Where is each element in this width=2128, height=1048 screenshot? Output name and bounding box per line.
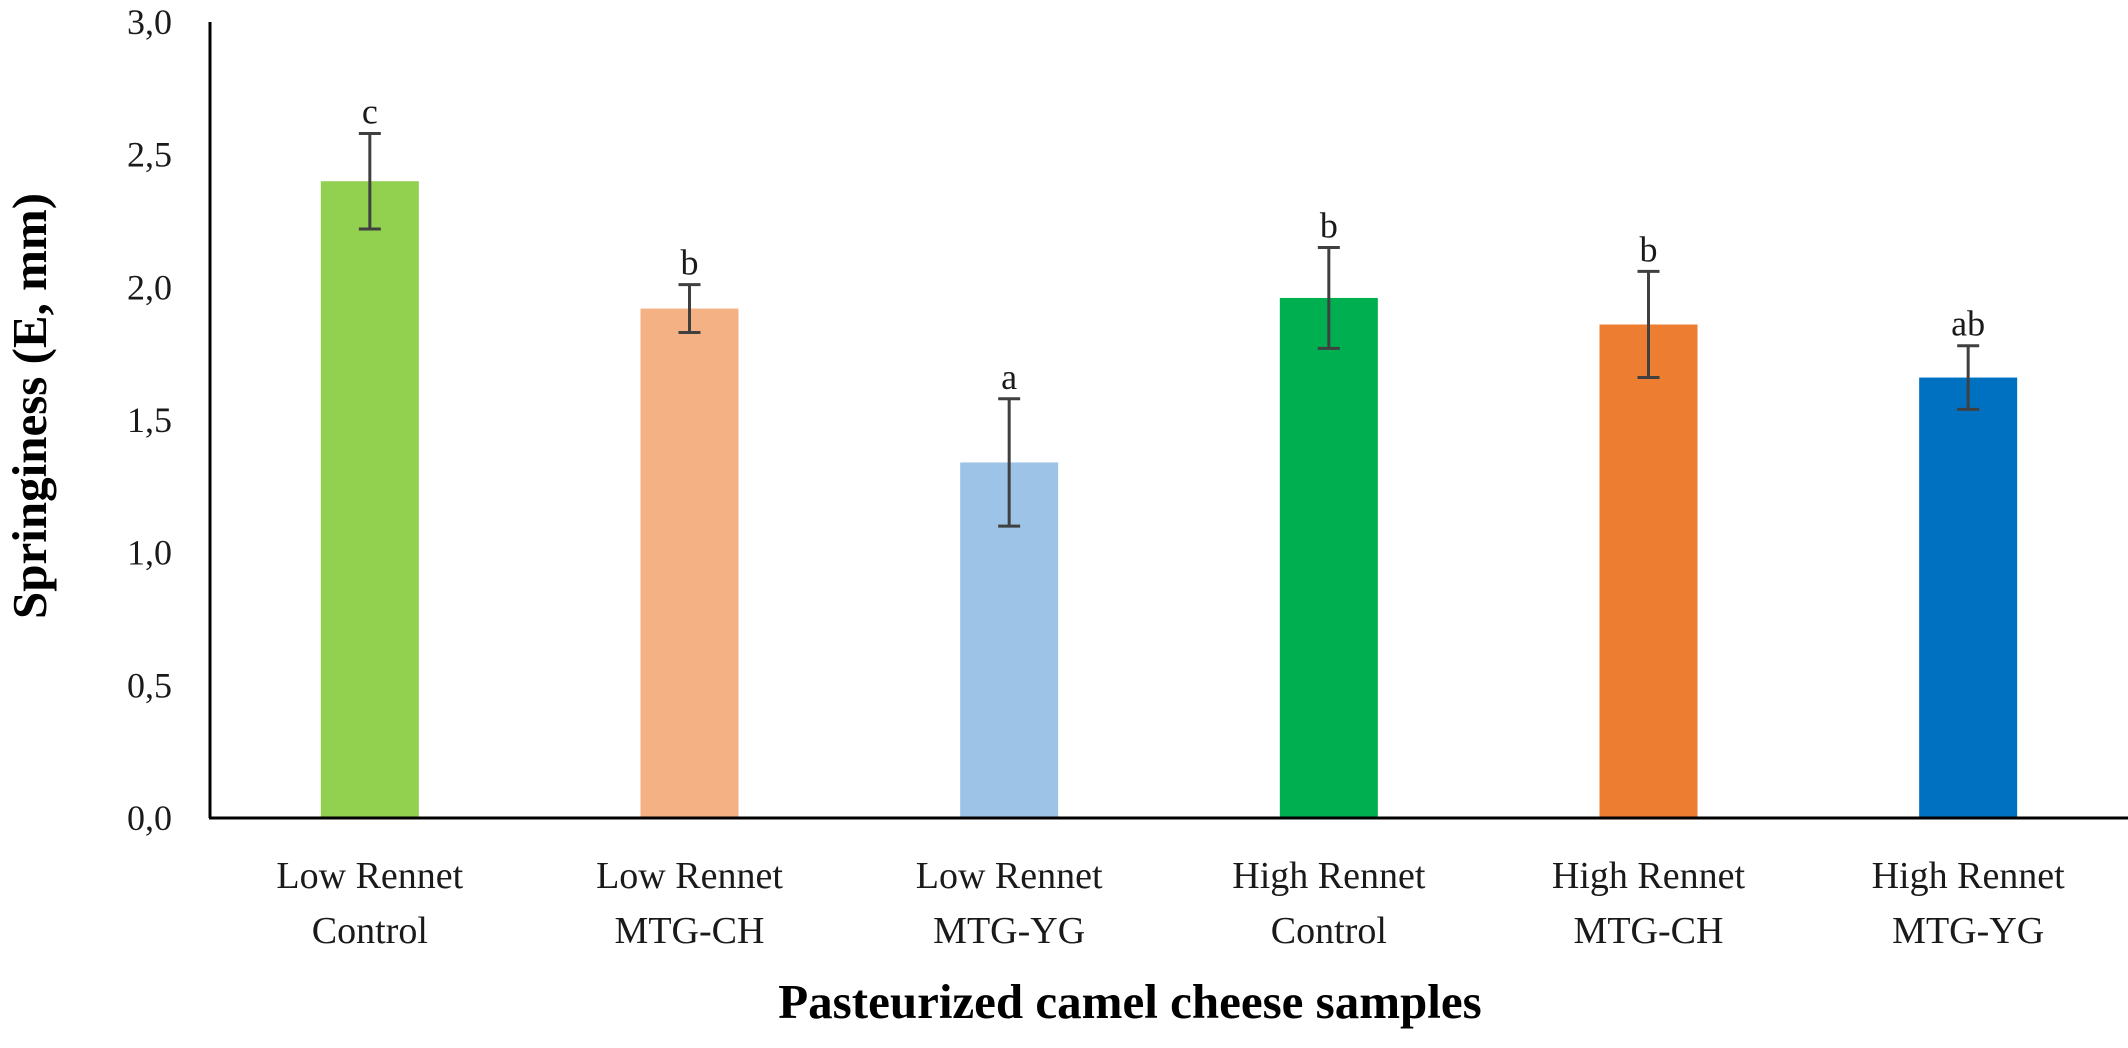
x-tick-label-3-line-2: MTG-YG [933, 910, 1085, 952]
bar-6 [1919, 377, 2018, 818]
x-tick-label-5-line-1: High Rennet [1552, 855, 1746, 897]
significance-label-1: c [362, 91, 378, 131]
x-tick-label-4-line-1: High Rennet [1232, 855, 1426, 897]
significance-label-2: b [681, 243, 699, 283]
x-axis-title: Pasteurized camel cheese samples [778, 974, 1482, 1029]
x-tick-labels-group: Low Rennet Control Low Rennet MTG-CH Low Ren… [276, 855, 2065, 952]
y-tick-label-7: 3,0 [127, 2, 172, 42]
significance-label-6: ab [1951, 304, 1985, 344]
x-tick-label-6-line-2: MTG-YG [1892, 910, 2044, 952]
y-axis-title: Springiness (E, mm) [2, 193, 57, 619]
bar-1 [320, 181, 419, 818]
x-tick-label-4-line-2: Control [1271, 910, 1387, 952]
bars-group [320, 181, 2018, 818]
y-tick-label-6: 2,5 [127, 135, 172, 175]
y-tick-label-3: 1,0 [127, 533, 172, 573]
x-tick-label-1-line-1: Low Rennet [276, 855, 463, 897]
y-tick-label-2: 0,5 [127, 665, 172, 705]
y-tick-label-1: 0,0 [127, 798, 172, 838]
bar-2 [640, 308, 739, 818]
y-tick-labels-group: 0,0 0,5 1,0 1,5 2,0 2,5 3,0 [127, 2, 172, 838]
x-tick-label-5-line-2: MTG-CH [1574, 910, 1724, 952]
x-tick-label-6-line-1: High Rennet [1872, 855, 2066, 897]
error-bars-group [358, 131, 1980, 528]
x-tick-label-3-line-1: Low Rennet [916, 855, 1103, 897]
y-tick-label-5: 2,0 [127, 267, 172, 307]
significance-label-5: b [1640, 229, 1658, 269]
axes-group [208, 22, 2128, 820]
x-tick-label-1-line-2: Control [312, 910, 428, 952]
x-tick-label-2-line-1: Low Rennet [596, 855, 783, 897]
bar-5 [1599, 324, 1698, 818]
bar-4 [1279, 297, 1378, 818]
x-tick-label-2-line-2: MTG-CH [615, 910, 765, 952]
y-tick-label-4: 1,5 [127, 400, 172, 440]
significance-label-4: b [1320, 206, 1338, 246]
significance-label-3: a [1001, 357, 1017, 397]
